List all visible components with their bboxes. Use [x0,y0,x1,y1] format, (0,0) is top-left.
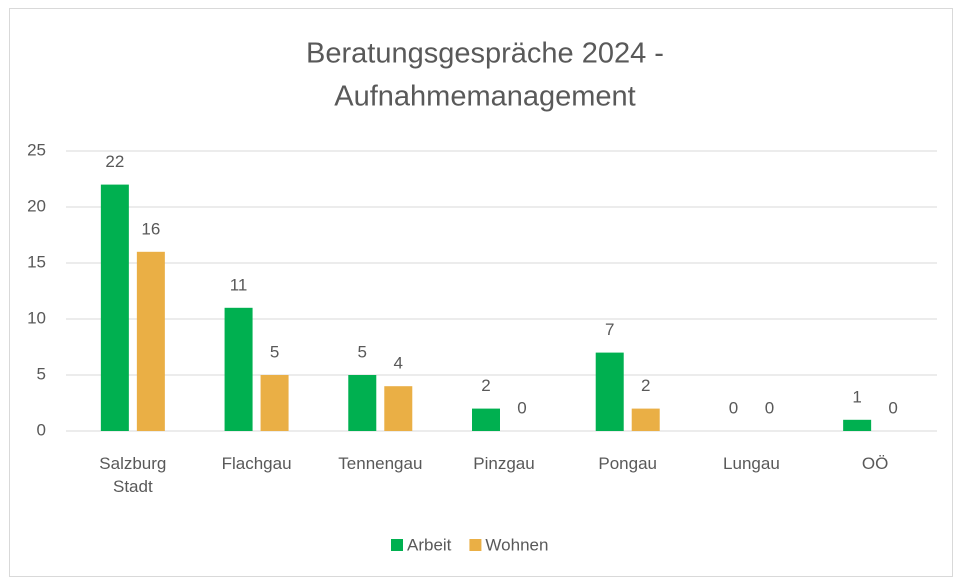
y-tick-label: 15 [27,252,46,271]
bar [595,352,624,431]
y-tick-label: 20 [27,196,46,215]
data-label: 4 [394,354,403,373]
bar [136,251,165,431]
x-tick-label: Salzburg Stadt [99,454,167,496]
legend-swatch [469,539,482,551]
x-tick-label: Pinzgau [473,454,535,473]
chart-border [9,8,953,577]
x-tick-label: OÖ [861,454,889,473]
data-label: 2 [641,376,650,395]
y-tick-label: 25 [27,140,46,159]
data-label: 1 [852,387,861,406]
data-label: 2 [481,376,490,395]
chart-title: Aufnahmemanagement [334,81,635,113]
legend-label: Arbeit [407,535,452,554]
data-label: 0 [888,398,897,417]
data-label: 0 [517,398,526,417]
bar [472,408,500,431]
x-tick-label: Flachgau [221,454,292,473]
data-label: 0 [729,398,738,417]
legend-label: Wohnen [485,535,548,554]
data-label: 5 [358,342,367,361]
bar [384,386,413,431]
y-tick-label: 10 [27,308,46,327]
bar [224,307,253,431]
bar [348,375,377,431]
chart-title: Beratungsgespräche 2024 - [306,38,664,70]
x-tick-label: Tennengau [338,454,423,473]
data-label: 0 [765,398,774,417]
legend-swatch [391,539,403,551]
bar [631,408,660,431]
y-tick-label: 5 [37,364,46,383]
data-label: 11 [230,275,248,294]
data-label: 16 [141,219,160,238]
data-label: 5 [270,342,279,361]
x-tick-label: Pongau [598,454,658,473]
bar [100,184,129,431]
bar [843,419,872,431]
data-label: 22 [105,152,124,171]
data-label: 7 [605,320,614,339]
x-tick-label: Lungau [723,454,780,473]
y-tick-label: 0 [37,420,46,439]
bar [260,375,289,431]
